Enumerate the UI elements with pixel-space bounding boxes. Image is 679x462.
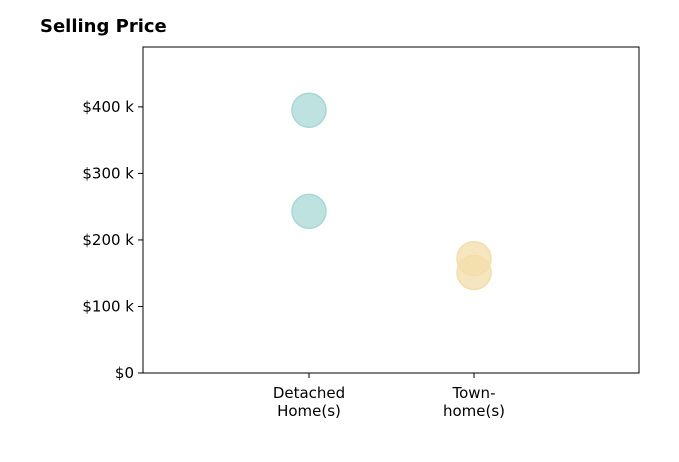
x-axis: Detached Home(s) Town-home(s) [273, 373, 505, 420]
data-point [291, 193, 327, 230]
y-tick-label: $300 k [82, 164, 134, 182]
y-tick-label: $400 k [82, 98, 134, 116]
y-axis: $0 $100 k $200 k $300 k $400 k [82, 98, 143, 382]
x-tick-label: Town-home(s) [443, 384, 505, 420]
chart-title: Selling Price [40, 16, 167, 37]
y-tick-label: $0 [115, 364, 134, 382]
data-point [456, 254, 492, 291]
y-tick-label: $200 k [82, 231, 134, 249]
data-point [291, 92, 327, 128]
plot-area [142, 46, 640, 374]
x-tick-label: Detached Home(s) [273, 384, 345, 420]
y-tick-label: $100 k [82, 297, 134, 315]
data-points [291, 92, 492, 291]
